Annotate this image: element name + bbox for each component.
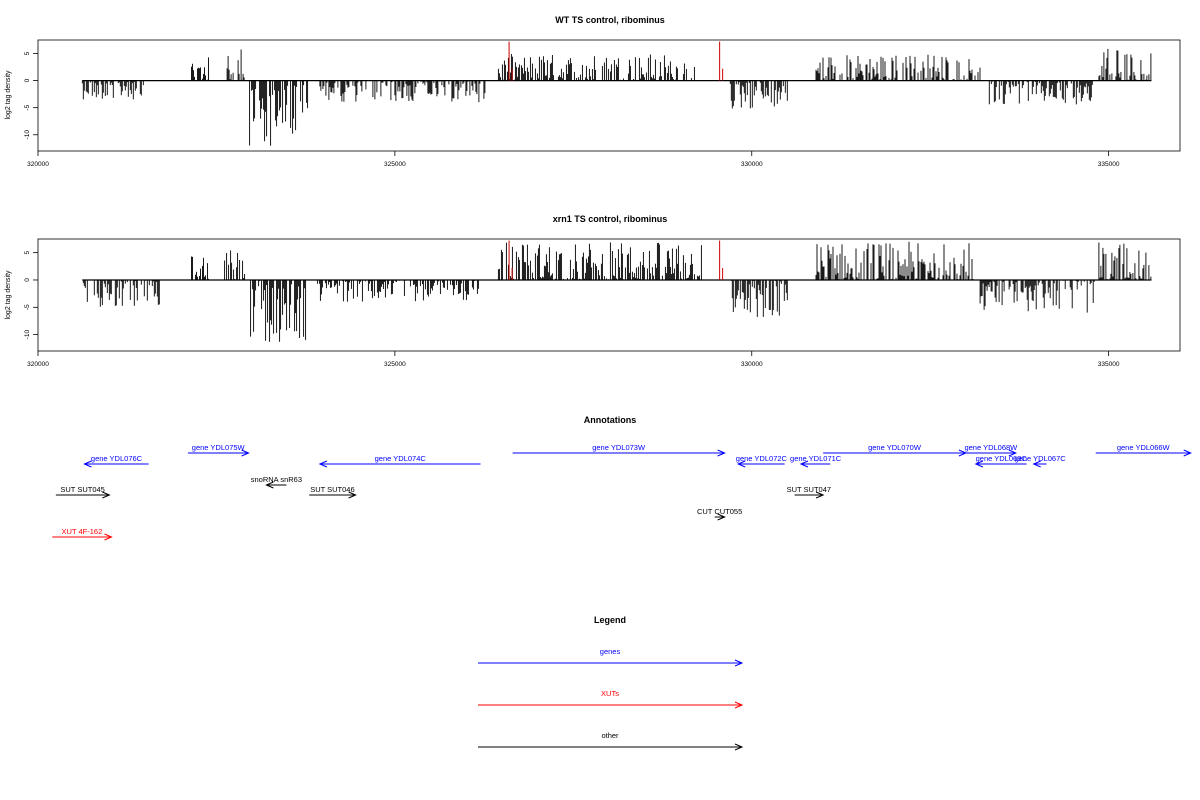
legend-label: genes — [600, 647, 621, 656]
feature-arrow — [265, 481, 287, 489]
xrn1-density-panel: xrn1 TS control, ribominus log2 tag dens… — [5, 214, 1181, 368]
feature-arrow — [1032, 460, 1047, 468]
feature-arrow — [714, 513, 726, 521]
legend-arrow — [478, 743, 744, 751]
plot-frame — [37, 238, 1181, 352]
y-tick-label: -10 — [24, 130, 31, 140]
density-bars — [82, 240, 1152, 342]
panel-title: WT TS control, ribominus — [555, 15, 665, 25]
legend-label: XUTs — [601, 689, 619, 698]
y-axis-label: log2 tag density — [5, 270, 12, 320]
feature-arrow — [52, 533, 113, 541]
density-bars — [81, 41, 1152, 146]
legend-title: Legend — [594, 615, 626, 625]
feature-arrow — [794, 491, 825, 499]
feature-label: gene YDL071C — [790, 454, 842, 463]
x-tick-label: 320000 — [27, 161, 49, 168]
x-tick-label: 320000 — [27, 361, 49, 368]
feature-label: gene YDL069C — [976, 454, 1028, 463]
feature-label: gene YDL066W — [1117, 443, 1171, 452]
feature-arrow — [318, 460, 481, 468]
plot-frame — [37, 39, 1181, 152]
y-tick-label: 0 — [24, 278, 31, 282]
annotations-title: Annotations — [584, 415, 637, 425]
wt-density-panel: WT TS control, ribominus log2 tag densit… — [5, 15, 1181, 168]
feature-arrow — [736, 460, 785, 468]
annotation-features: gene YDL076C gene YDL075W gene YDL074C gene… — [52, 443, 1192, 541]
y-tick-label: -5 — [24, 104, 31, 110]
feature-arrow — [974, 460, 1027, 468]
y-tick-label: 5 — [24, 51, 31, 55]
feature-label: gene YDL073W — [592, 443, 646, 452]
x-tick-label: 335000 — [1098, 361, 1120, 368]
feature-label: SUT SUT046 — [310, 485, 354, 494]
feature-label: SUT SUT045 — [60, 485, 104, 494]
panel-title: xrn1 TS control, ribominus — [553, 214, 668, 224]
y-tick-label: 5 — [24, 250, 31, 254]
feature-label: gene YDL075W — [192, 443, 246, 452]
axis-ticks: 320000 325000 330000 335000 -10 -5 0 5 — [24, 250, 1120, 368]
feature-arrow — [965, 449, 1018, 457]
legend-label: other — [601, 731, 619, 740]
feature-label: gene YDL076C — [91, 454, 143, 463]
legend-arrow — [478, 659, 744, 667]
x-tick-label: 325000 — [384, 361, 406, 368]
feature-label: gene YDL072C — [736, 454, 788, 463]
feature-label: XUT 4F-162 — [62, 527, 103, 536]
x-tick-label: 330000 — [741, 161, 763, 168]
axis-ticks: 320000 325000 330000 335000 -10 -5 0 5 — [24, 51, 1120, 168]
feature-label: CUT CUT055 — [697, 507, 742, 516]
y-tick-label: -10 — [24, 330, 31, 340]
feature-arrow — [55, 491, 111, 499]
x-tick-label: 330000 — [741, 361, 763, 368]
feature-label: SUT SUT047 — [787, 485, 831, 494]
y-axis-label: log2 tag density — [5, 70, 12, 120]
feature-arrow — [1095, 449, 1192, 457]
feature-arrow — [309, 491, 357, 499]
feature-arrow — [83, 460, 149, 468]
x-tick-label: 335000 — [1098, 161, 1120, 168]
y-tick-label: -5 — [24, 304, 31, 310]
feature-arrow — [187, 449, 250, 457]
legend-arrow — [478, 701, 744, 709]
feature-label: gene YDL067C — [1015, 454, 1067, 463]
feature-label: gene YDL074C — [375, 454, 427, 463]
feature-arrow — [512, 449, 726, 457]
legend: genes XUTs other — [478, 647, 744, 751]
feature-arrow — [799, 460, 831, 468]
feature-label: gene YDL070W — [868, 443, 922, 452]
feature-label: snoRNA snR63 — [251, 475, 302, 484]
x-tick-label: 325000 — [384, 161, 406, 168]
y-tick-label: 0 — [24, 78, 31, 82]
feature-label: gene YDL068W — [964, 443, 1018, 452]
